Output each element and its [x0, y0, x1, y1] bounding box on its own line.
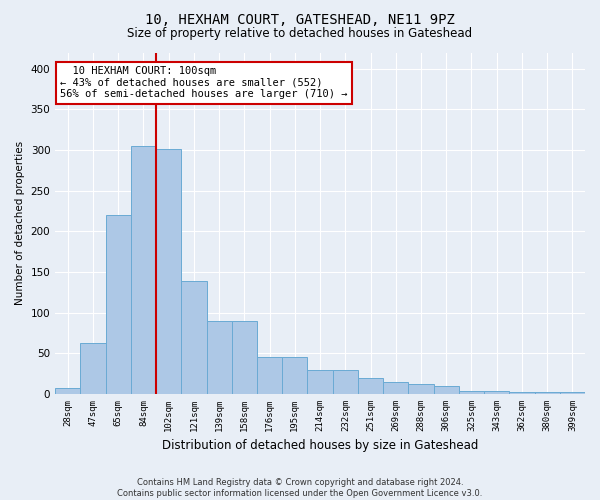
Bar — [257, 356, 282, 394]
Bar — [434, 386, 459, 394]
Bar — [484, 391, 509, 394]
Bar — [358, 378, 383, 394]
Bar — [535, 392, 560, 394]
Text: Contains HM Land Registry data © Crown copyright and database right 2024.
Contai: Contains HM Land Registry data © Crown c… — [118, 478, 482, 498]
Bar — [131, 146, 156, 394]
Bar — [332, 370, 358, 394]
Bar — [156, 150, 181, 394]
Bar — [560, 392, 585, 394]
Bar — [232, 321, 257, 394]
Bar — [383, 382, 409, 394]
Bar — [55, 388, 80, 394]
Text: 10 HEXHAM COURT: 100sqm
← 43% of detached houses are smaller (552)
56% of semi-d: 10 HEXHAM COURT: 100sqm ← 43% of detache… — [61, 66, 348, 100]
X-axis label: Distribution of detached houses by size in Gateshead: Distribution of detached houses by size … — [162, 440, 478, 452]
Bar — [181, 281, 206, 394]
Bar — [509, 392, 535, 394]
Bar — [307, 370, 332, 394]
Y-axis label: Number of detached properties: Number of detached properties — [15, 141, 25, 306]
Bar — [206, 321, 232, 394]
Bar — [80, 343, 106, 394]
Bar — [106, 215, 131, 394]
Bar — [282, 356, 307, 394]
Bar — [409, 384, 434, 394]
Bar — [459, 391, 484, 394]
Text: Size of property relative to detached houses in Gateshead: Size of property relative to detached ho… — [127, 28, 473, 40]
Text: 10, HEXHAM COURT, GATESHEAD, NE11 9PZ: 10, HEXHAM COURT, GATESHEAD, NE11 9PZ — [145, 12, 455, 26]
